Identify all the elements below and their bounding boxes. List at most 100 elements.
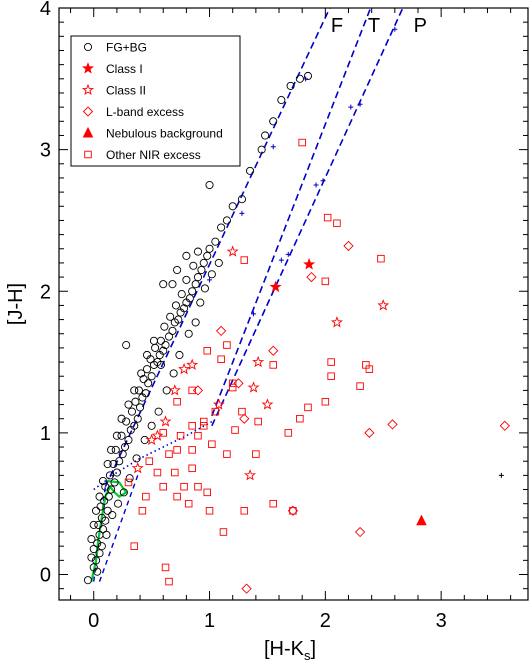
fg-bg-point xyxy=(182,275,191,284)
fg-bg-point xyxy=(89,520,98,529)
fg-bg-point xyxy=(100,496,109,505)
fg-bg-point xyxy=(156,360,165,369)
fg-bg-point xyxy=(87,553,96,562)
fg-bg-point xyxy=(147,372,156,381)
fg-bg-point xyxy=(193,247,203,256)
class-ii-point xyxy=(252,355,265,368)
fg-bg-point xyxy=(130,421,139,430)
reddening-tick xyxy=(348,104,354,110)
reddening-vector-f xyxy=(104,8,331,488)
other-nir-excess-point xyxy=(321,277,330,286)
reddening-tick xyxy=(357,101,363,107)
other-nir-excess-point xyxy=(333,219,341,228)
other-nir-excess-point xyxy=(211,407,220,416)
other-nir-excess-point xyxy=(304,403,312,412)
class-ii-point xyxy=(226,245,239,257)
dwarf-giant-locus-line xyxy=(90,479,128,582)
class-ii-point xyxy=(377,299,390,311)
fg-bg-point xyxy=(171,301,181,310)
fg-bg-point xyxy=(110,478,119,487)
other-nir-excess-point xyxy=(145,457,154,465)
fg-bg-point xyxy=(120,442,130,452)
legend-label: Class I xyxy=(106,62,143,76)
fg-bg-point xyxy=(214,258,223,267)
other-nir-excess-point xyxy=(188,422,196,430)
fg-bg-point xyxy=(191,318,200,327)
other-nir-excess-point xyxy=(165,450,173,458)
legend-marker xyxy=(82,106,94,117)
class-ii-point xyxy=(247,381,260,393)
reddening-tick xyxy=(392,26,398,32)
fg-bg-point xyxy=(159,346,168,355)
fg-bg-point xyxy=(168,280,177,289)
other-nir-excess-point xyxy=(173,492,181,501)
fg-bg-point xyxy=(133,414,142,423)
fg-bg-point xyxy=(237,195,247,204)
other-nir-excess-point xyxy=(323,213,332,222)
class-ii-point xyxy=(168,384,181,396)
y-tick-label: 1 xyxy=(40,423,51,445)
fg-bg-point xyxy=(132,454,141,463)
legend: FG+BG Class I Class II L-band excess Nebulou… xyxy=(70,35,241,167)
fg-bg-point xyxy=(196,298,205,307)
fg-bg-point xyxy=(124,400,133,409)
fg-bg-point xyxy=(222,216,231,225)
fg-bg-point xyxy=(277,96,286,105)
fg-bg-point xyxy=(184,329,193,338)
x-tick-label: 2 xyxy=(320,610,331,632)
legend-marker xyxy=(84,150,92,159)
legend-label: L-band excess xyxy=(106,105,184,119)
nebulous-background-point xyxy=(416,514,427,526)
other-nir-excess-point xyxy=(124,478,133,487)
fg-bg-point xyxy=(180,304,189,313)
reddening-tick xyxy=(313,182,319,188)
fg-bg-point xyxy=(295,74,304,83)
other-nir-excess-point xyxy=(159,429,167,437)
fg-bg-point xyxy=(189,261,198,270)
other-nir-excess-point xyxy=(200,422,208,430)
fg-bg-point xyxy=(105,471,115,480)
fg-bg-point xyxy=(107,445,116,454)
fg-bg-point xyxy=(115,457,124,466)
fg-bg-point xyxy=(94,520,103,529)
fg-bg-point xyxy=(98,476,108,486)
other-nir-excess-point xyxy=(200,417,208,426)
other-nir-excess-point xyxy=(289,507,297,515)
fg-bg-point xyxy=(117,431,126,440)
fg-bg-point xyxy=(261,131,270,140)
fg-bg-point xyxy=(168,326,177,335)
class-ii-point xyxy=(261,398,274,410)
fg-bg-point xyxy=(154,407,163,416)
axes: 0 1 2 3 0 1 2 3 4 xyxy=(40,0,528,632)
fg-bg-point xyxy=(142,350,152,360)
l-band-excess-point xyxy=(364,427,375,439)
fg-bg-point xyxy=(92,556,101,565)
fg-bg-point xyxy=(257,145,266,154)
other-nir-excess-point xyxy=(223,341,231,349)
fg-bg-point xyxy=(101,482,110,491)
fg-bg-point xyxy=(160,322,169,331)
fg-bg-point xyxy=(112,431,121,440)
fg-bg-point xyxy=(228,202,237,211)
other-nir-excess-point xyxy=(194,431,202,440)
other-nir-excess-point xyxy=(228,383,237,392)
fg-bg-point xyxy=(141,389,150,398)
other-nir-excess-point xyxy=(165,577,173,586)
class-i-point xyxy=(303,257,316,270)
fg-bg-point xyxy=(191,280,200,289)
data-points xyxy=(83,71,510,594)
l-band-excess-point xyxy=(268,345,279,356)
other-nir-excess-point xyxy=(365,365,374,373)
l-band-excess-point xyxy=(215,325,227,337)
l-band-excess-point xyxy=(233,378,244,389)
fg-bg-point xyxy=(147,421,156,430)
fg-bg-point xyxy=(188,287,197,296)
fg-bg-point xyxy=(142,365,152,374)
reddening-vector-t xyxy=(211,8,372,417)
class-ii-point xyxy=(151,429,164,441)
fg-bg-point xyxy=(134,386,143,395)
reddening-tick xyxy=(207,277,213,283)
reddening-vector-p xyxy=(211,8,404,427)
